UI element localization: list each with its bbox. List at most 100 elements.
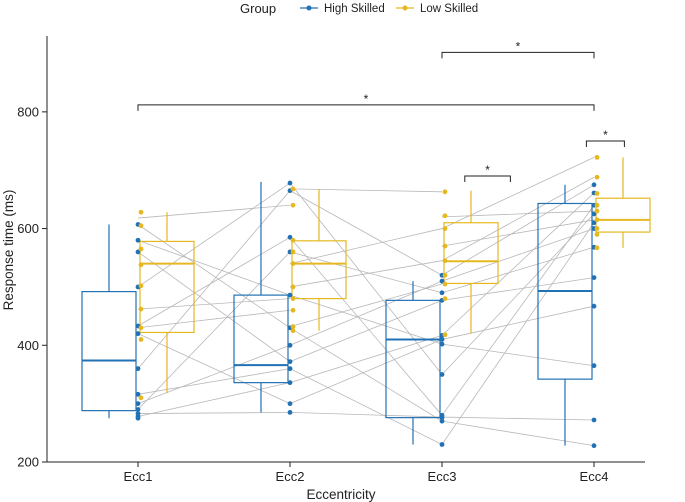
point-low-4-4 (594, 208, 600, 214)
point-low-3-1 (442, 296, 448, 302)
paired-line-16 (289, 327, 443, 422)
point-low-3-0 (442, 332, 448, 338)
point-low-3-4 (442, 258, 448, 264)
legend-label-high-skilled: High Skilled (324, 3, 385, 15)
point-high-1-7 (135, 331, 141, 337)
point-high-2-9 (287, 234, 293, 240)
paired-line-42 (289, 228, 443, 264)
legend-title: Group (240, 1, 276, 16)
point-low-2-3 (290, 296, 296, 302)
data-points (135, 154, 600, 449)
paired-line-22 (289, 339, 443, 405)
point-low-1-5 (138, 262, 144, 268)
paired-line-13 (289, 334, 443, 384)
point-low-1-4 (138, 283, 144, 289)
box-body (81, 291, 137, 412)
y-axis-label: Response time (ms) (1, 190, 16, 311)
x-ticks: Ecc1 Ecc2 Ecc3 Ecc4 (124, 462, 608, 484)
paired-line-11 (137, 382, 291, 417)
paired-line-41 (441, 176, 595, 262)
significance-bracket-3: * (585, 128, 625, 148)
paired-line-40 (289, 188, 443, 193)
paired-line-32 (441, 277, 595, 301)
paired-line-23 (289, 299, 443, 362)
box-low-ecc1 (139, 212, 195, 394)
box-high-ecc4 (537, 184, 593, 446)
point-low-3-8 (442, 189, 448, 195)
x-axis-label: Eccentricity (306, 487, 375, 502)
point-high-1-2 (135, 411, 141, 416)
point-low-2-5 (290, 261, 296, 266)
point-high-4-7 (591, 220, 597, 226)
point-high-4-4 (591, 275, 597, 280)
paired-line-35 (441, 184, 595, 276)
point-low-3-2 (442, 281, 448, 287)
legend-label-low-skilled: Low Skilled (420, 3, 478, 15)
paired-line-0 (137, 251, 291, 410)
point-low-1-3 (138, 306, 144, 312)
point-low-3-3 (442, 272, 448, 278)
significance-bracket-0: * (137, 92, 595, 111)
paired-line-25 (441, 420, 595, 447)
point-high-3-4 (439, 372, 445, 377)
point-high-4-0 (591, 443, 597, 449)
significance-label: * (364, 92, 369, 106)
point-high-1-5 (135, 391, 141, 397)
point-low-3-6 (442, 226, 448, 231)
boxes (81, 157, 651, 446)
point-high-2-5 (287, 342, 293, 348)
paired-line-17 (289, 294, 443, 345)
paired-line-9 (137, 344, 291, 405)
point-low-4-2 (594, 226, 600, 231)
legend: Group High Skilled Low Skilled (240, 1, 478, 16)
paired-line-45 (289, 283, 443, 327)
paired-line-18 (289, 251, 443, 294)
point-low-2-4 (290, 284, 296, 290)
point-low-2-7 (290, 237, 296, 243)
y-ticks: 200 400 600 800 (17, 104, 47, 470)
paired-line-2 (137, 333, 291, 405)
paired-line-19 (289, 237, 443, 416)
point-low-1-7 (138, 223, 144, 229)
paired-line-24 (441, 222, 595, 445)
point-high-1-11 (135, 237, 141, 243)
y-tick-label-400: 400 (17, 338, 39, 353)
paired-lines (137, 157, 595, 447)
legend-key-low-skilled (396, 5, 414, 11)
significance-label: * (516, 39, 521, 53)
point-low-2-0 (290, 328, 296, 334)
point-high-2-0 (287, 409, 293, 415)
point-low-4-3 (594, 217, 600, 223)
point-high-4-8 (591, 211, 597, 217)
point-low-1-1 (138, 337, 144, 342)
point-high-3-9 (439, 290, 445, 296)
significance-label: * (485, 163, 490, 177)
box-body (595, 197, 651, 233)
significance-label: * (603, 128, 608, 142)
point-low-3-5 (442, 243, 448, 249)
paired-line-37 (289, 260, 443, 288)
point-high-2-1 (287, 401, 293, 407)
paired-line-31 (441, 192, 595, 336)
paired-line-5 (137, 251, 291, 362)
paired-line-39 (137, 298, 291, 310)
point-high-3-6 (439, 337, 445, 342)
paired-line-30 (441, 305, 595, 340)
point-high-1-3 (135, 407, 141, 412)
point-low-1-6 (138, 246, 144, 252)
point-low-3-7 (442, 213, 448, 219)
point-high-2-7 (287, 292, 293, 298)
paired-line-15 (289, 280, 443, 346)
box-high-ecc1 (81, 224, 137, 419)
paired-line-1 (137, 368, 291, 395)
point-low-1-0 (138, 395, 144, 401)
paired-line-3 (137, 236, 291, 327)
point-high-3-0 (439, 442, 445, 447)
point-high-4-3 (591, 303, 597, 309)
paired-line-20 (289, 190, 443, 276)
bracket-line (464, 175, 511, 183)
point-high-3-3 (439, 412, 445, 418)
box-low-ecc3 (443, 190, 499, 334)
box-high-ecc3 (385, 281, 441, 445)
